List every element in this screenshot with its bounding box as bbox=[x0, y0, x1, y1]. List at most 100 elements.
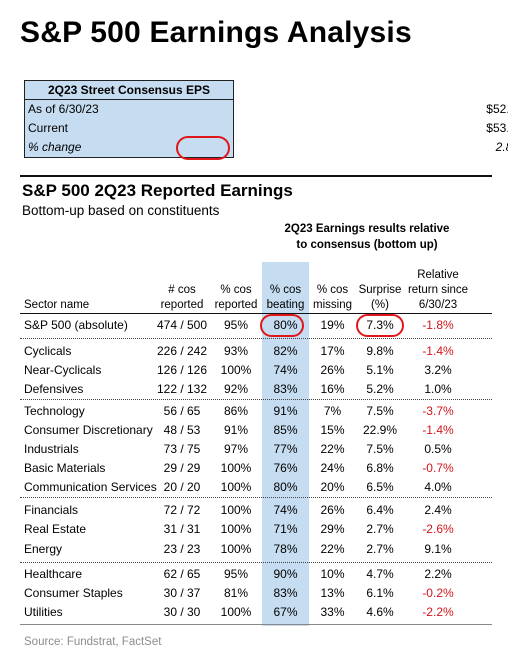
cell-pct-reported: 92% bbox=[223, 382, 249, 396]
consensus-row: % change 2.8% bbox=[25, 138, 508, 157]
column-header-label: # cos bbox=[168, 284, 196, 296]
table-row: Communication Services 20 / 20 100% 80% 20% 6… bbox=[0, 478, 508, 497]
group-separator bbox=[20, 497, 492, 498]
cell-pct-reported: 81% bbox=[223, 586, 249, 600]
column-header-label: 6/30/23 bbox=[418, 299, 458, 311]
table-row: Near-Cyclicals 126 / 126 100% 74% 26% 5.1% 3.2… bbox=[0, 361, 508, 380]
cell-reported: 62 / 65 bbox=[163, 567, 201, 581]
consensus-value: $53.69 bbox=[486, 121, 508, 135]
table-row: Technology 56 / 65 86% 91% 7% 7.5% -3.7% bbox=[0, 402, 508, 421]
table-row: Financials 72 / 72 100% 74% 26% 6.4% 2.4% bbox=[0, 501, 508, 520]
cell-reported: 72 / 72 bbox=[163, 503, 201, 517]
cell-relative-return: -1.4% bbox=[422, 344, 454, 358]
section-divider bbox=[20, 175, 492, 177]
cell-pct-missing: 10% bbox=[320, 567, 345, 581]
cell-pct-reported: 97% bbox=[223, 442, 249, 456]
cell-sector-name: Basic Materials bbox=[24, 461, 106, 475]
cell-sector-name: S&P 500 (absolute) bbox=[24, 318, 128, 332]
column-header-label: missing bbox=[313, 299, 352, 311]
cell-relative-return: -3.7% bbox=[422, 404, 454, 418]
cell-pct-reported: 93% bbox=[223, 344, 249, 358]
cell-pct-missing: 22% bbox=[320, 442, 345, 456]
header-rule bbox=[20, 313, 492, 314]
cell-relative-return: 2.2% bbox=[424, 567, 452, 581]
table-row: Real Estate 31 / 31 100% 71% 29% 2.7% -2.6% bbox=[0, 520, 508, 539]
cell-relative-return: -1.4% bbox=[422, 423, 454, 437]
column-header-label: Sector name bbox=[24, 299, 90, 311]
cell-sector-name: Cyclicals bbox=[24, 344, 72, 358]
cell-surprise: 6.5% bbox=[366, 480, 394, 494]
table-row: Cyclicals 226 / 242 93% 82% 17% 9.8% -1.4% bbox=[0, 342, 508, 361]
cell-surprise: 5.2% bbox=[366, 382, 394, 396]
cell-pct-missing: 17% bbox=[320, 344, 345, 358]
column-header-label: % cos bbox=[316, 284, 349, 296]
cell-pct-missing: 26% bbox=[320, 503, 345, 517]
cell-pct-reported: 91% bbox=[223, 423, 249, 437]
column-header-label: return since bbox=[407, 284, 469, 296]
cell-surprise: 4.6% bbox=[366, 605, 394, 619]
cell-pct-missing: 33% bbox=[320, 605, 345, 619]
cell-reported: 23 / 23 bbox=[163, 542, 201, 556]
cell-pct-reported: 100% bbox=[220, 363, 252, 377]
group-separator bbox=[20, 562, 492, 563]
table-row: Healthcare 62 / 65 95% 90% 10% 4.7% 2.2% bbox=[0, 565, 508, 584]
cell-pct-missing: 13% bbox=[320, 586, 345, 600]
column-header-reported: # cos reported bbox=[152, 283, 212, 313]
highlight-circle-surprise bbox=[356, 314, 404, 337]
table-row: S&P 500 (absolute) 474 / 500 95% 80% 19% 7.3%… bbox=[0, 316, 508, 335]
cell-pct-beating: 85% bbox=[273, 423, 298, 437]
column-header-label: beating bbox=[266, 299, 305, 311]
cell-surprise: 6.4% bbox=[366, 503, 394, 517]
column-header-pct-reported: % cos reported bbox=[210, 283, 262, 313]
source-note: Source: Fundstrat, FactSet bbox=[24, 636, 162, 648]
cell-pct-reported: 86% bbox=[223, 404, 249, 418]
consensus-value: $52.22 bbox=[486, 102, 508, 116]
cell-surprise: 6.1% bbox=[366, 586, 394, 600]
consensus-row: Current $53.69 bbox=[25, 119, 508, 138]
cell-sector-name: Energy bbox=[24, 542, 63, 556]
column-header-label: % cos bbox=[220, 284, 252, 296]
column-header-label: reported bbox=[160, 299, 204, 311]
cell-pct-reported: 100% bbox=[220, 503, 252, 517]
cell-sector-name: Utilities bbox=[24, 605, 63, 619]
cell-relative-return: 1.0% bbox=[424, 382, 452, 396]
cell-reported: 122 / 132 bbox=[156, 382, 208, 396]
column-header-label: reported bbox=[214, 299, 258, 311]
column-header-missing: % cos missing bbox=[309, 283, 356, 313]
cell-pct-beating: 77% bbox=[273, 442, 298, 456]
consensus-label: As of 6/30/23 bbox=[28, 102, 99, 116]
cell-pct-beating: 83% bbox=[273, 586, 298, 600]
cell-pct-missing: 29% bbox=[320, 522, 345, 536]
consensus-value: 2.8% bbox=[495, 140, 508, 154]
cell-pct-beating: 90% bbox=[273, 567, 298, 581]
cell-pct-beating: 71% bbox=[273, 522, 298, 536]
cell-pct-missing: 24% bbox=[320, 461, 345, 475]
group-separator bbox=[20, 399, 492, 400]
cell-sector-name: Defensives bbox=[24, 382, 84, 396]
cell-pct-beating: 74% bbox=[273, 363, 298, 377]
cell-reported: 20 / 20 bbox=[163, 480, 201, 494]
group-header-line: to consensus (bottom up) bbox=[296, 239, 438, 251]
cell-pct-missing: 20% bbox=[320, 480, 345, 494]
cell-sector-name: Industrials bbox=[24, 442, 79, 456]
table-row: Defensives 122 / 132 92% 83% 16% 5.2% 1.0% bbox=[0, 380, 508, 399]
cell-pct-missing: 26% bbox=[320, 363, 345, 377]
column-header-sector: Sector name bbox=[24, 298, 89, 313]
cell-surprise: 2.7% bbox=[366, 542, 394, 556]
page-title: S&P 500 Earnings Analysis bbox=[20, 16, 412, 49]
cell-pct-missing: 19% bbox=[320, 318, 345, 332]
cell-reported: 31 / 31 bbox=[163, 522, 201, 536]
cell-relative-return: -2.6% bbox=[422, 522, 454, 536]
cell-reported: 48 / 53 bbox=[163, 423, 201, 437]
cell-pct-beating: 82% bbox=[273, 344, 298, 358]
cell-relative-return: 2.4% bbox=[424, 503, 452, 517]
table-row: Consumer Discretionary 48 / 53 91% 85% 15% 22… bbox=[0, 421, 508, 440]
cell-surprise: 22.9% bbox=[362, 423, 398, 437]
cell-pct-beating: 76% bbox=[273, 461, 298, 475]
group-header: 2Q23 Earnings results relative to consen… bbox=[262, 221, 472, 253]
table-row: Industrials 73 / 75 97% 77% 22% 7.5% 0.5% bbox=[0, 440, 508, 459]
cell-pct-reported: 95% bbox=[223, 567, 249, 581]
cell-pct-reported: 95% bbox=[223, 318, 249, 332]
cell-reported: 226 / 242 bbox=[156, 344, 208, 358]
cell-reported: 73 / 75 bbox=[163, 442, 201, 456]
